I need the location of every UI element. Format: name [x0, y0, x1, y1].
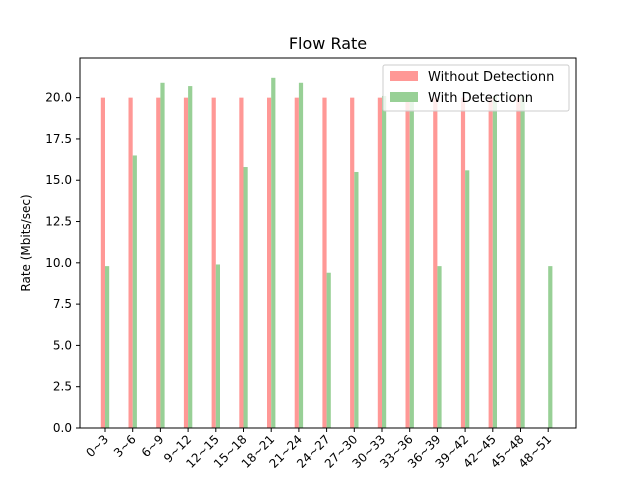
bar-without-detection: [405, 97, 410, 429]
bar-with-detection: [409, 95, 414, 428]
bar-without-detection: [183, 97, 189, 429]
bars-group: [100, 77, 553, 429]
bar-without-detection: [350, 97, 355, 429]
y-tick-label: 10.0: [45, 256, 72, 270]
bar-with-detection: [520, 95, 525, 428]
bar-with-detection: [326, 272, 331, 428]
y-tick-label: 7.5: [53, 297, 72, 311]
bar-without-detection: [239, 97, 244, 429]
legend-swatch: [390, 71, 418, 81]
legend-swatch: [390, 92, 418, 102]
bar-with-detection: [188, 86, 193, 429]
bar-without-detection: [211, 97, 216, 429]
bar-without-detection: [433, 97, 438, 429]
bar-without-detection: [377, 97, 382, 429]
bar-without-detection: [100, 97, 105, 429]
y-axis-label: Rate (Mbits/sec): [19, 194, 33, 291]
bar-with-detection: [354, 171, 359, 429]
bar-with-detection: [382, 95, 387, 428]
chart-title: Flow Rate: [289, 34, 367, 53]
bar-without-detection: [488, 97, 493, 429]
bar-with-detection: [298, 82, 304, 428]
legend: Without Detectionn With Detectionn: [382, 64, 570, 112]
bar-with-detection: [492, 95, 497, 428]
bar-without-detection: [156, 97, 161, 429]
bar-without-detection: [294, 97, 299, 429]
bar-without-detection: [267, 97, 272, 429]
bar-with-detection: [271, 77, 276, 429]
x-tick-label: 3~6: [111, 432, 139, 460]
y-tick-label: 17.5: [45, 132, 72, 146]
legend-label: Without Detectionn: [428, 70, 554, 85]
bar-without-detection: [128, 97, 133, 429]
legend-label: With Detectionn: [428, 91, 533, 106]
bar-without-detection: [322, 97, 327, 429]
y-tick-label: 5.0: [53, 338, 72, 352]
legend-box: [382, 64, 570, 112]
bar-with-detection: [437, 266, 442, 428]
bar-without-detection: [460, 97, 466, 429]
bar-with-detection: [548, 266, 553, 428]
bar-with-detection: [215, 264, 220, 428]
bar-with-detection: [105, 266, 110, 428]
bar-with-detection: [132, 155, 137, 428]
x-axis-ticks: 0~3 3~6 6~99~1212~1515~1818~2121~2424~2727…: [83, 428, 554, 471]
y-tick-label: 15.0: [45, 173, 72, 187]
y-tick-label: 2.5: [53, 380, 72, 394]
y-tick-label: 20.0: [45, 91, 72, 105]
y-axis-ticks: 0.0 2.5 5.0 7.5 10.0 12.5 15.0 17.5 20.0: [45, 91, 80, 435]
y-tick-label: 12.5: [45, 215, 72, 229]
bar-without-detection: [516, 97, 521, 429]
bar-with-detection: [243, 167, 248, 428]
bar-with-detection: [465, 170, 470, 429]
y-tick-label: 0.0: [53, 421, 72, 435]
bar-with-detection: [160, 82, 165, 428]
plot-frame: [79, 57, 577, 429]
x-tick-label: 0~3: [83, 432, 111, 460]
